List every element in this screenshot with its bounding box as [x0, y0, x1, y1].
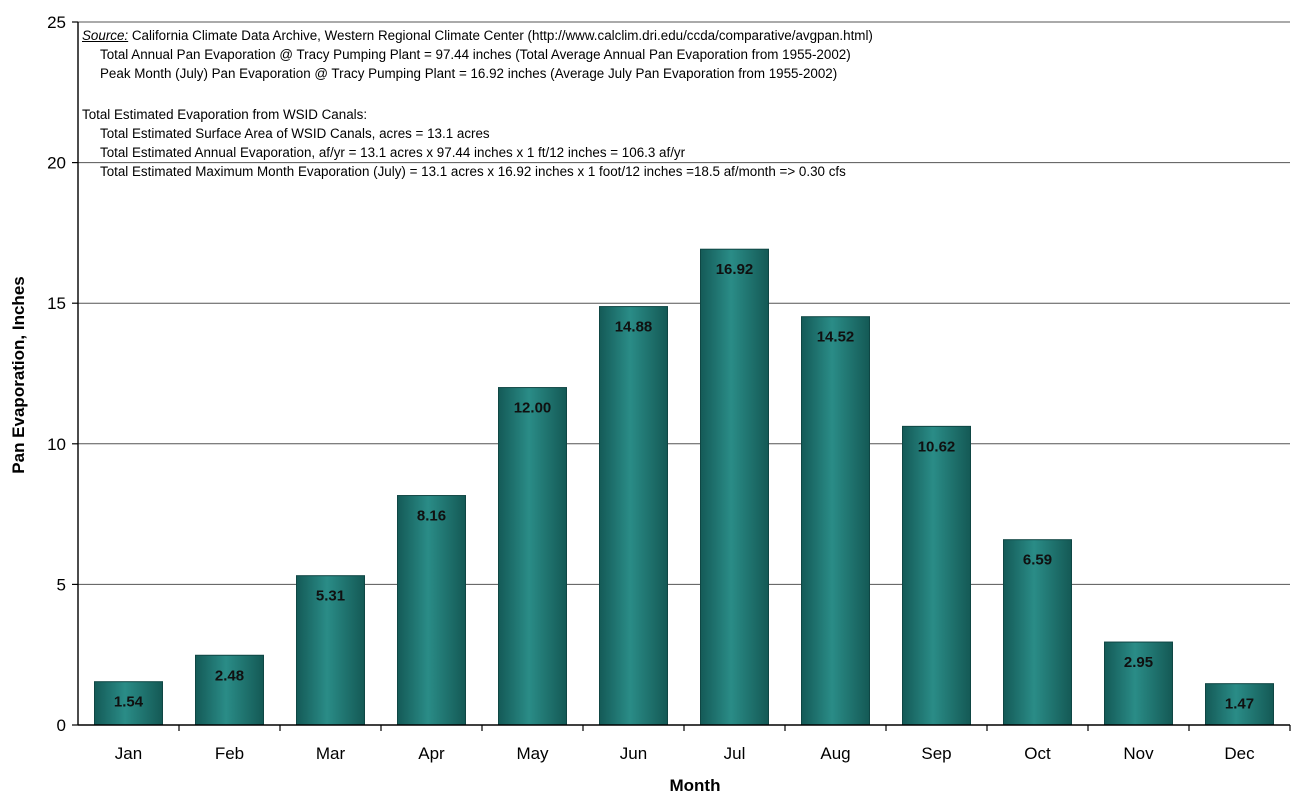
- source-label: Source:: [82, 28, 129, 43]
- x-tick-label-aug: Aug: [820, 744, 850, 763]
- bar-jan: [94, 681, 163, 726]
- x-tick-label-jul: Jul: [724, 744, 746, 763]
- y-tick-label-10: 10: [47, 435, 66, 454]
- x-tick-label-oct: Oct: [1024, 744, 1051, 763]
- y-tick-label-0: 0: [57, 716, 66, 735]
- x-tick-label-mar: Mar: [316, 744, 346, 763]
- data-label-jan: 1.54: [114, 694, 144, 711]
- gridlines: [78, 21, 1290, 585]
- surface-area-note: Total Estimated Surface Area of WSID Can…: [100, 126, 490, 141]
- x-axis-title: Month: [670, 776, 721, 794]
- data-label-dec: 1.47: [1225, 696, 1254, 713]
- peak-month-note: Peak Month (July) Pan Evaporation @ Trac…: [100, 66, 838, 81]
- bar-apr: [397, 495, 466, 726]
- y-axis-title: Pan Evaporation, Inches: [9, 276, 28, 473]
- annual-canal-evaporation-note: Total Estimated Annual Evaporation, af/y…: [100, 145, 686, 160]
- x-tick-label-jun: Jun: [620, 744, 647, 763]
- data-label-mar: 5.31: [316, 588, 345, 605]
- data-label-apr: 8.16: [417, 508, 446, 525]
- y-tick-label-20: 20: [47, 154, 66, 173]
- data-label-may: 12.00: [514, 400, 552, 417]
- x-tick-label-jan: Jan: [115, 744, 142, 763]
- y-tick-label-25: 25: [47, 13, 66, 32]
- data-label-jun: 14.88: [615, 319, 653, 336]
- axes: 0 5 10 15 20 25 Jan Feb Mar Apr May Jun Jul Aug Sep Oct…: [47, 13, 1291, 763]
- bar-nov: [1104, 641, 1173, 726]
- bars: 1.54 2.48 5.31 8.16 12.00 14.88 16.92 14.52 10.6…: [94, 248, 1274, 726]
- x-tick-label-sep: Sep: [921, 744, 951, 763]
- bar-may: [498, 387, 567, 726]
- data-label-jul: 16.92: [716, 261, 754, 278]
- max-month-evaporation-note: Total Estimated Maximum Month Evaporatio…: [100, 164, 846, 179]
- data-label-oct: 6.59: [1023, 552, 1052, 569]
- annual-evaporation-note: Total Annual Pan Evaporation @ Tracy Pum…: [100, 47, 851, 62]
- source-text: California Climate Data Archive, Western…: [128, 28, 873, 43]
- source-note: Source: California Climate Data Archive,…: [82, 26, 873, 45]
- bar-sep: [902, 425, 971, 726]
- bar-feb: [195, 654, 264, 726]
- bar-oct: [1003, 539, 1072, 726]
- bar-jul: [700, 248, 769, 726]
- x-tick-label-feb: Feb: [215, 744, 244, 763]
- canal-evaporation-heading: Total Estimated Evaporation from WSID Ca…: [82, 107, 368, 122]
- x-tick-label-apr: Apr: [418, 744, 445, 763]
- x-tick-label-may: May: [516, 744, 549, 763]
- data-label-aug: 14.52: [817, 329, 855, 346]
- bar-dec: [1205, 683, 1274, 726]
- data-label-nov: 2.95: [1124, 654, 1153, 671]
- y-tick-label-15: 15: [47, 294, 66, 313]
- y-tick-label-5: 5: [57, 575, 66, 594]
- bar-aug: [801, 316, 870, 726]
- data-label-sep: 10.62: [918, 438, 956, 455]
- bar-mar: [296, 575, 365, 726]
- bar-jun: [599, 306, 668, 726]
- x-tick-label-dec: Dec: [1224, 744, 1255, 763]
- data-label-feb: 2.48: [215, 667, 244, 684]
- x-tick-label-nov: Nov: [1123, 744, 1154, 763]
